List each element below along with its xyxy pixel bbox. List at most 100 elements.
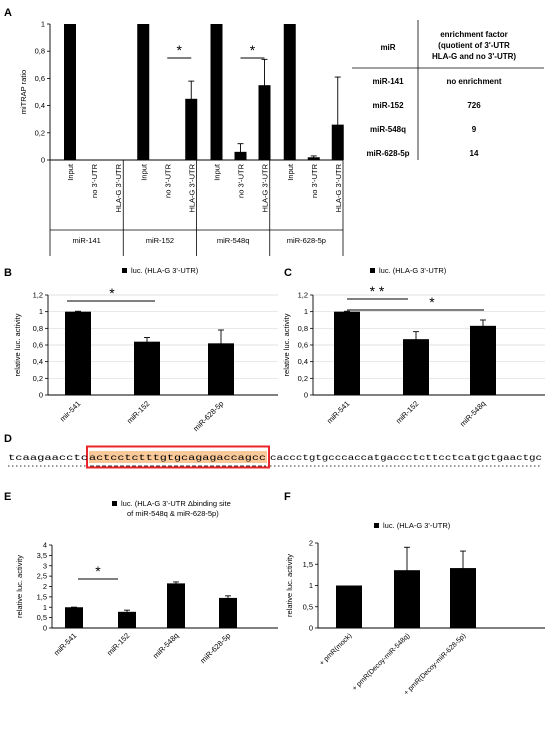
sequence-after: caccctgtgcccaccatgaccctcttcctcatgctgaact… xyxy=(270,454,542,463)
y-tick-label: 1,2 xyxy=(33,291,43,300)
y-tick-label: 0,5 xyxy=(37,613,47,622)
y-tick-label: 1 xyxy=(39,307,43,316)
x-tick-label: Input xyxy=(286,163,295,181)
x-tick-label: no 3'-UTR xyxy=(163,163,172,198)
y-tick-label: 0 xyxy=(41,156,45,165)
table-row-mir: miR-548q xyxy=(370,125,406,134)
significance-star: * * xyxy=(370,283,385,299)
x-tick-label: Input xyxy=(66,163,75,181)
y-tick-label: 1 xyxy=(41,20,45,29)
y-tick-label: 0 xyxy=(304,391,308,400)
x-tick-label: Input xyxy=(213,163,222,181)
y-tick-label: 0,8 xyxy=(298,324,308,333)
y-tick-label: 0 xyxy=(43,624,47,633)
y-tick-label: 0,2 xyxy=(35,128,45,137)
table-row-factor: 14 xyxy=(470,149,479,158)
panel-letter-b: B xyxy=(4,267,12,279)
chart-f: 0 0,5 1 1,5 2 relative luc. activity luc. (HLA… xyxy=(285,521,545,697)
sequence-before: tcaagaacctc xyxy=(8,454,88,463)
x-tick-label: HLA-G 3'-UTR xyxy=(114,163,123,212)
y-tick-label: 0 xyxy=(309,624,313,633)
x-tick-label: no 3'-UTR xyxy=(90,163,99,198)
y-tick-label: 4 xyxy=(43,541,47,550)
table-row-factor: no enrichment xyxy=(446,77,501,86)
y-tick-label: 1,5 xyxy=(37,592,47,601)
x-tick-label: miR-152 xyxy=(125,399,151,425)
group-label: miR-141 xyxy=(72,236,100,245)
x-tick-label: no 3'-UTR xyxy=(310,163,319,198)
legend-label: luc. (HLA-G 3'-UTR) xyxy=(131,266,199,275)
panel-letter-a: A xyxy=(4,7,12,19)
bar xyxy=(167,583,185,628)
group-label: miR-152 xyxy=(146,236,174,245)
x-tick-label: HLA-G 3'-UTR xyxy=(334,163,343,212)
bar xyxy=(403,339,429,395)
bar xyxy=(118,612,136,628)
y-tick-label: 0,4 xyxy=(33,357,43,366)
y-tick-label: 1,5 xyxy=(303,560,313,569)
y-tick-label: 0,6 xyxy=(298,341,308,350)
x-tick-label: mir-541 xyxy=(58,399,82,423)
significance-star: * xyxy=(429,294,435,310)
y-tick-label: 0,8 xyxy=(35,47,45,56)
y-tick-label: 0,4 xyxy=(35,101,45,110)
x-tick-label: miR-541 xyxy=(52,631,78,657)
legend-label: of miR-548q & miR-628-5p) xyxy=(127,509,219,518)
y-tick-label: 0,6 xyxy=(33,341,43,350)
panel-letter-e: E xyxy=(4,491,11,503)
bar xyxy=(65,607,83,628)
significance-star: * xyxy=(250,42,256,58)
y-tick-label: 1,2 xyxy=(298,291,308,300)
y-axis-label: relative luc. activity xyxy=(15,555,24,618)
x-tick-label: no 3'-UTR xyxy=(237,163,246,198)
x-tick-label: + pmR(Decoy-miR-548q) xyxy=(351,632,411,692)
y-tick-label: 1 xyxy=(304,307,308,316)
y-tick-label: 1 xyxy=(43,603,47,612)
x-tick-label: Input xyxy=(139,163,148,181)
bar xyxy=(334,312,360,395)
bar xyxy=(211,24,223,160)
bar xyxy=(134,342,160,395)
x-tick-label: + pmR(Decoy-miR-628-5p) xyxy=(403,632,468,697)
legend-label: luc. (HLA-G 3'-UTR Δbinding site xyxy=(121,499,231,508)
x-tick-label: miR-152 xyxy=(394,399,420,425)
y-tick-label: 3 xyxy=(43,561,47,570)
x-tick-label: miR-152 xyxy=(105,631,131,657)
x-tick-label: miR-548q xyxy=(458,399,487,428)
significance-star: * xyxy=(109,285,115,301)
y-tick-label: 1 xyxy=(309,581,313,590)
y-tick-label: 0,8 xyxy=(33,324,43,333)
table-header-factor-2: (quotient of 3'-UTR xyxy=(438,41,510,50)
group-label: miR-628-5p xyxy=(287,236,326,245)
x-tick-label: miR-628-5p xyxy=(198,631,232,665)
y-tick-label: 2 xyxy=(309,539,313,548)
y-axis-label: relative luc. activity xyxy=(285,554,294,617)
table-header-mir: miR xyxy=(380,43,395,52)
y-axis-label: relative luc. activity xyxy=(282,313,291,376)
y-tick-label: 2,5 xyxy=(37,572,47,581)
x-tick-label: HLA-G 3'-UTR xyxy=(187,163,196,212)
legend-swatch xyxy=(374,523,379,528)
significance-star: * xyxy=(95,563,101,579)
panel-letter-d: D xyxy=(4,433,12,445)
bar xyxy=(64,24,76,160)
bar xyxy=(284,24,296,160)
y-tick-label: 0,5 xyxy=(303,602,313,611)
legend-swatch xyxy=(370,268,375,273)
y-axis-label: miTRAP ratio xyxy=(19,70,28,114)
legend-label: luc. (HLA-G 3'-UTR) xyxy=(383,521,451,530)
x-tick-label: HLA-G 3'-UTR xyxy=(261,163,270,212)
x-tick-label: + pmR(mock) xyxy=(319,632,354,667)
bar xyxy=(65,312,91,395)
table-row-factor: 9 xyxy=(472,125,477,134)
y-tick-label: 0 xyxy=(39,391,43,400)
y-tick-label: 0,2 xyxy=(298,374,308,383)
bar xyxy=(336,586,362,629)
y-tick-label: 0,4 xyxy=(298,357,308,366)
bar xyxy=(137,24,149,160)
table-row-mir: miR-152 xyxy=(372,101,404,110)
